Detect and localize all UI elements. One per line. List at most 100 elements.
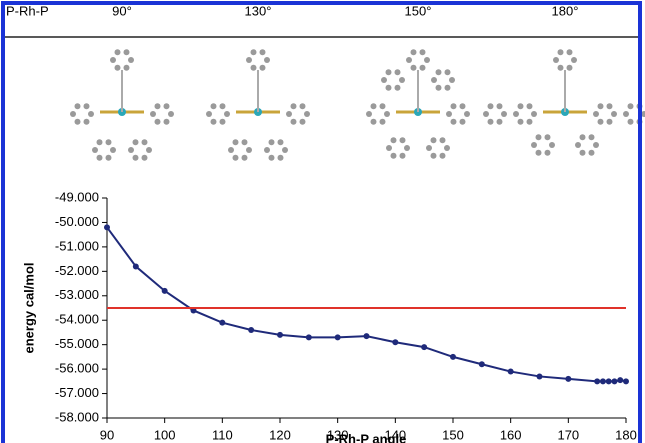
atom [386,69,392,75]
y-tick-label: -53.000 [55,287,99,302]
atom [251,65,257,71]
y-tick-label: -55.000 [55,336,99,351]
atom [488,103,494,109]
atom [233,139,239,145]
atom [444,145,450,151]
atom [304,111,310,117]
atom [211,103,217,109]
atom [598,119,604,125]
atom [124,65,130,71]
atom [607,119,613,125]
atom [260,49,266,55]
data-point [623,378,629,384]
atom [106,139,112,145]
atom [531,111,537,117]
atom [381,77,387,83]
data-point [364,333,370,339]
atom [598,103,604,109]
atom [75,103,81,109]
atom [395,85,401,91]
atom [545,134,551,140]
atom [400,153,406,159]
data-point [335,334,341,340]
atom [124,49,130,55]
atom [589,150,595,156]
atom [168,111,174,117]
atom [589,134,595,140]
x-tick-label: 150 [442,427,464,442]
atom [291,103,297,109]
y-tick-label: -51.000 [55,238,99,253]
atom [386,85,392,91]
atom [580,134,586,140]
atom [264,57,270,63]
x-tick-label: 110 [212,427,233,442]
y-tick-label: -50.000 [55,214,99,229]
atom [246,57,252,63]
atom [286,111,292,117]
data-point [450,354,456,360]
y-tick-label: -57.000 [55,385,99,400]
x-tick-label: 90 [100,427,114,442]
atom [155,119,161,125]
data-point [133,263,139,269]
atom [431,137,437,143]
atom [445,69,451,75]
atom [291,119,297,125]
atom [411,49,417,55]
atom [404,145,410,151]
data-point [537,373,543,379]
y-tick-label: -52.000 [55,263,99,278]
atom [264,147,270,153]
atom [133,139,139,145]
atom [211,119,217,125]
atom [488,119,494,125]
atom [426,145,432,151]
atom [224,111,230,117]
atom [431,153,437,159]
y-tick-label: -56.000 [55,361,99,376]
atom [278,139,284,145]
atom [527,103,533,109]
atom [142,155,148,161]
atom [567,49,573,55]
atom [549,142,555,148]
atom [251,49,257,55]
data-point [479,361,485,367]
atom [460,103,466,109]
atom [70,111,76,117]
atom [399,77,405,83]
data-point [611,378,617,384]
atom [464,111,470,117]
atom [400,137,406,143]
atom [150,111,156,117]
atom [371,119,377,125]
atom [451,119,457,125]
y-tick-label: -58.000 [55,409,99,424]
atom [88,111,94,117]
data-point [306,334,312,340]
atom [380,103,386,109]
atom [260,65,266,71]
atom [440,137,446,143]
atom [628,119,634,125]
atom [142,139,148,145]
data-point [508,369,514,375]
atom [593,142,599,148]
atom [300,103,306,109]
atom [155,103,161,109]
data-point [617,377,623,383]
atom [115,49,121,55]
y-tick-label: -49.000 [55,189,99,204]
atom [242,155,248,161]
atom [110,57,116,63]
x-tick-label: 160 [500,427,522,442]
atom [553,57,559,63]
atom [206,111,212,117]
atom [497,119,503,125]
x-tick-label: 130 [327,427,349,442]
atom [128,57,134,63]
atom [571,57,577,63]
atom [395,69,401,75]
atom [607,103,613,109]
